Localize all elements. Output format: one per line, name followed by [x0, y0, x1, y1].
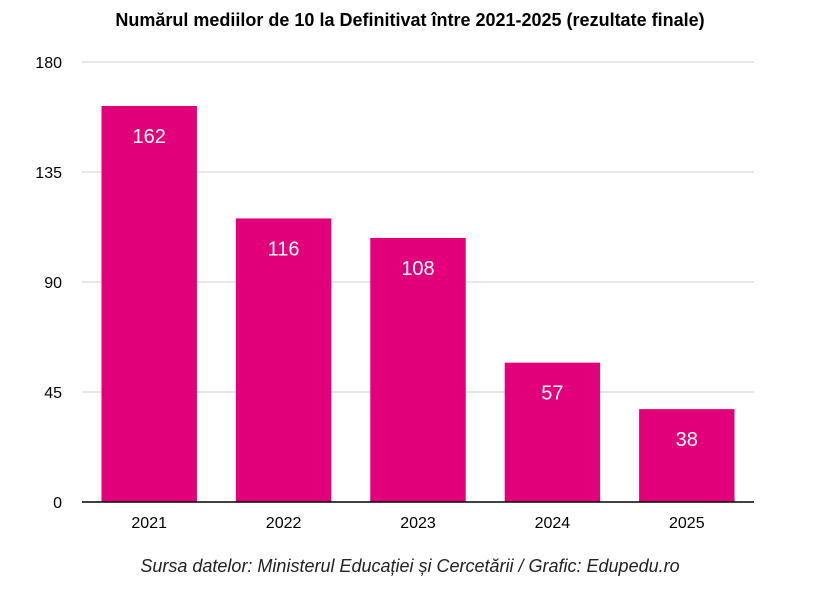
- y-tick-label: 0: [53, 495, 62, 512]
- y-tick-label: 90: [44, 275, 62, 292]
- data-label: 57: [541, 383, 563, 405]
- bar: [370, 238, 466, 502]
- source-note: Sursa datelor: Ministerul Educației și C…: [140, 556, 680, 576]
- x-tick-label: 2021: [131, 515, 167, 532]
- data-label: 116: [268, 238, 300, 260]
- bar: [235, 218, 332, 502]
- x-tick-label: 2023: [400, 515, 436, 532]
- bar: [639, 409, 735, 502]
- data-label: 162: [133, 126, 166, 148]
- bar: [101, 106, 197, 502]
- y-tick-label: 45: [44, 385, 62, 402]
- x-axis-ticks: 2021 2022 2023 2024 2025: [131, 515, 704, 532]
- chart-title: Numărul mediilor de 10 la Definitivat în…: [115, 10, 705, 30]
- x-tick-label: 2022: [266, 515, 302, 532]
- data-label: 38: [676, 429, 698, 451]
- x-tick-label: 2025: [669, 515, 705, 532]
- bars: [101, 106, 735, 502]
- y-axis-ticks: 0 45 90 135 180: [35, 55, 62, 512]
- x-tick-label: 2024: [535, 515, 571, 532]
- bar: [504, 362, 601, 502]
- y-tick-label: 135: [35, 165, 62, 182]
- data-labels: 162 116 108 57 38: [133, 126, 698, 451]
- y-tick-label: 180: [35, 55, 62, 72]
- data-label: 108: [401, 258, 434, 280]
